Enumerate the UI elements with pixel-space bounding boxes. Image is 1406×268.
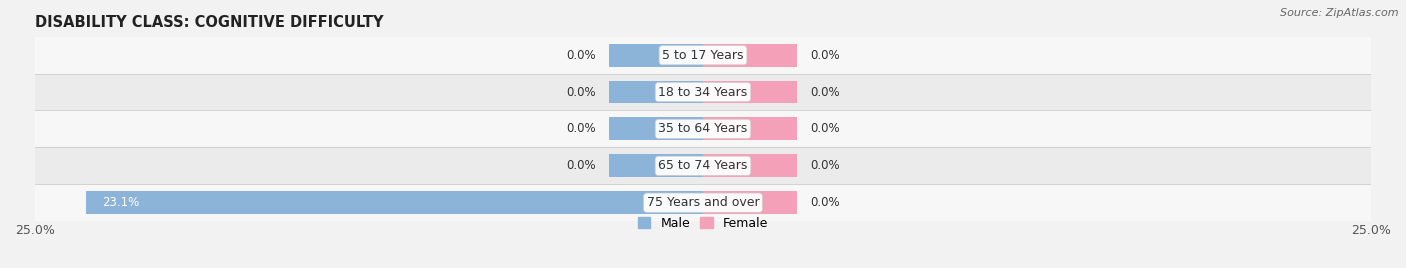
Bar [703,81,797,103]
Text: 0.0%: 0.0% [810,85,839,99]
Text: 0.0%: 0.0% [567,159,596,172]
Text: Source: ZipAtlas.com: Source: ZipAtlas.com [1281,8,1399,18]
Bar [703,154,797,177]
Text: 0.0%: 0.0% [567,49,596,62]
Text: 0.0%: 0.0% [810,196,839,209]
Text: 35 to 64 Years: 35 to 64 Years [658,122,748,135]
Text: 0.0%: 0.0% [810,49,839,62]
Bar [86,191,703,214]
Bar [35,37,1371,74]
Text: 0.0%: 0.0% [567,122,596,135]
Bar [35,74,1371,110]
Text: 18 to 34 Years: 18 to 34 Years [658,85,748,99]
Text: 5 to 17 Years: 5 to 17 Years [662,49,744,62]
Legend: Male, Female: Male, Female [638,217,768,230]
Bar [703,44,797,67]
Text: 0.0%: 0.0% [810,122,839,135]
Bar [35,110,1371,147]
Text: 75 Years and over: 75 Years and over [647,196,759,209]
Bar [703,191,797,214]
Bar [35,184,1371,221]
Text: 0.0%: 0.0% [567,85,596,99]
Text: 0.0%: 0.0% [810,159,839,172]
Bar [609,117,703,140]
Text: DISABILITY CLASS: COGNITIVE DIFFICULTY: DISABILITY CLASS: COGNITIVE DIFFICULTY [35,15,384,30]
Text: 65 to 74 Years: 65 to 74 Years [658,159,748,172]
Bar [703,117,797,140]
Bar [35,147,1371,184]
Bar [609,154,703,177]
Text: 23.1%: 23.1% [101,196,139,209]
Bar [609,44,703,67]
Bar [609,81,703,103]
